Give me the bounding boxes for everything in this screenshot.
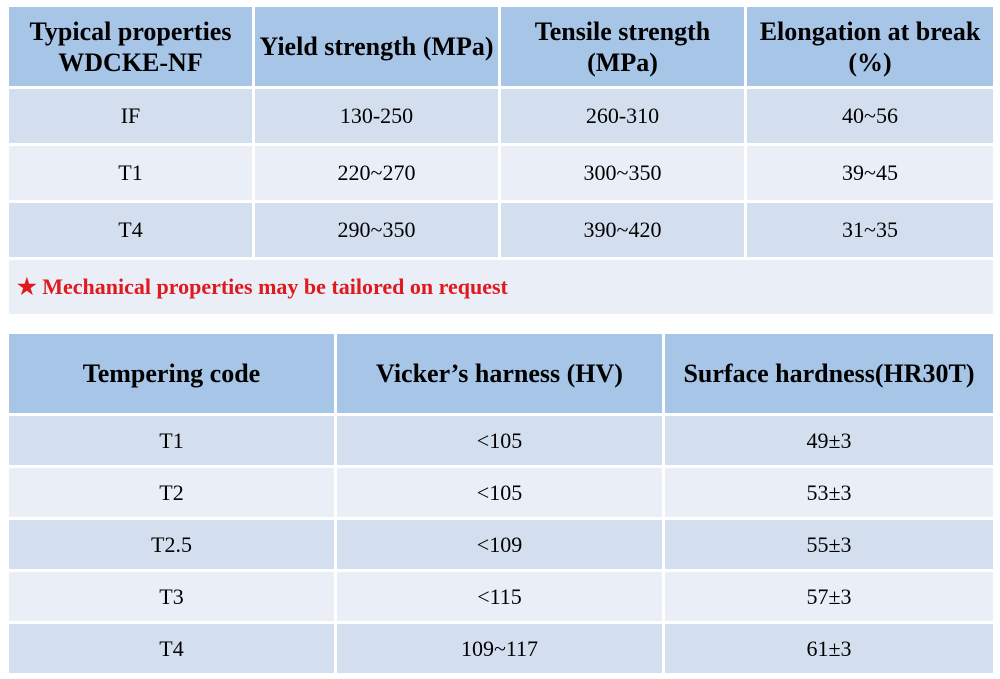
cell: 300~350 — [498, 143, 747, 203]
table-row: T1 220~270 300~350 39~45 — [6, 143, 996, 203]
table-row: T3 <115 57±3 — [6, 569, 996, 624]
cell: T4 — [6, 200, 255, 260]
cell: 53±3 — [662, 465, 996, 520]
cell: 220~270 — [252, 143, 501, 203]
header-vickers-hardness: Vicker’s harness (HV) — [334, 331, 665, 416]
table-header-row: Typical properties WDCKE-NF Yield streng… — [6, 4, 996, 89]
cell: T3 — [6, 569, 337, 624]
header-tempering-code: Tempering code — [6, 331, 337, 416]
cell: 40~56 — [744, 86, 996, 146]
header-tensile-strength: Tensile strength (MPa) — [498, 4, 747, 89]
cell: 55±3 — [662, 517, 996, 572]
cell: T2 — [6, 465, 337, 520]
cell: 31~35 — [744, 200, 996, 260]
table-row: T1 <105 49±3 — [6, 413, 996, 468]
table-row: T2.5 <109 55±3 — [6, 517, 996, 572]
cell: 390~420 — [498, 200, 747, 260]
hardness-table: Tempering code Vicker’s harness (HV) Sur… — [6, 331, 996, 676]
cell: 49±3 — [662, 413, 996, 468]
cell: 130-250 — [252, 86, 501, 146]
header-surface-hardness: Surface hardness(HR30T) — [662, 331, 996, 416]
table-row: IF 130-250 260-310 40~56 — [6, 86, 996, 146]
cell: 109~117 — [334, 621, 665, 676]
cell: 39~45 — [744, 143, 996, 203]
table-row: T4 290~350 390~420 31~35 — [6, 200, 996, 260]
cell: <105 — [334, 413, 665, 468]
header-typical-properties: Typical properties WDCKE-NF — [6, 4, 255, 89]
header-elongation: Elongation at break (%) — [744, 4, 996, 89]
cell: <115 — [334, 569, 665, 624]
table-header-row: Tempering code Vicker’s harness (HV) Sur… — [6, 331, 996, 416]
cell: T4 — [6, 621, 337, 676]
mechanical-properties-table: Typical properties WDCKE-NF Yield streng… — [6, 4, 996, 317]
note-row: ★ Mechanical properties may be tailored … — [6, 257, 996, 317]
tailoring-note: ★ Mechanical properties may be tailored … — [6, 257, 996, 317]
cell: 260-310 — [498, 86, 747, 146]
table-row: T2 <105 53±3 — [6, 465, 996, 520]
cell: T2.5 — [6, 517, 337, 572]
cell: 61±3 — [662, 621, 996, 676]
cell: IF — [6, 86, 255, 146]
header-yield-strength: Yield strength (MPa) — [252, 4, 501, 89]
cell: T1 — [6, 143, 255, 203]
table-row: T4 109~117 61±3 — [6, 621, 996, 676]
cell: <109 — [334, 517, 665, 572]
cell: 57±3 — [662, 569, 996, 624]
cell: <105 — [334, 465, 665, 520]
cell: T1 — [6, 413, 337, 468]
cell: 290~350 — [252, 200, 501, 260]
